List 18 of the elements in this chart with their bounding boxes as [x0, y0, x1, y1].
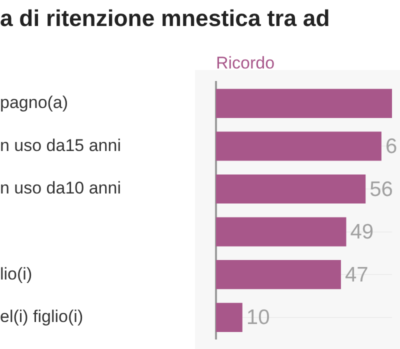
text: 6: [385, 134, 398, 158]
text: 10: [246, 306, 270, 330]
chart-title: a di ritenzione mnestica tra ad: [0, 5, 330, 32]
text: 56: [370, 178, 393, 201]
bar: [216, 217, 346, 246]
bar: [216, 174, 366, 204]
bar: [216, 132, 382, 161]
text: 49: [350, 220, 374, 244]
y-tick-label: lio(i): [0, 264, 32, 284]
y-tick-label: n uso da15 anni: [0, 136, 121, 155]
y-tick-label: el(i) figlio(i): [0, 307, 84, 326]
x-axis-title: Ricordo: [216, 53, 275, 72]
bar: [216, 88, 392, 118]
bar: [216, 260, 341, 290]
text: 47: [344, 263, 368, 286]
y-tick-label: pagno(a): [0, 93, 68, 112]
bar: [216, 302, 242, 332]
y-tick-label: n uso da10 anni: [0, 178, 121, 198]
